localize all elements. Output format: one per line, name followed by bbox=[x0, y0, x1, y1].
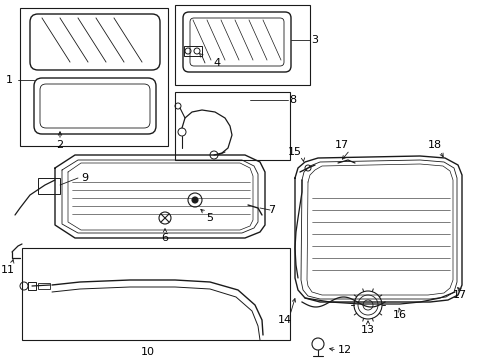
Text: 11: 11 bbox=[1, 265, 15, 275]
Text: 15: 15 bbox=[288, 147, 302, 157]
Text: 4: 4 bbox=[213, 58, 220, 68]
Bar bbox=[28, 282, 36, 290]
Text: 5: 5 bbox=[206, 213, 214, 223]
Text: 6: 6 bbox=[162, 233, 169, 243]
Bar bbox=[38, 283, 50, 289]
Text: 14: 14 bbox=[278, 315, 292, 325]
Text: 3: 3 bbox=[312, 35, 318, 45]
Text: 9: 9 bbox=[81, 173, 89, 183]
Text: 10: 10 bbox=[141, 347, 155, 357]
Text: 17: 17 bbox=[453, 290, 467, 300]
Text: 12: 12 bbox=[338, 345, 352, 355]
Bar bbox=[175, 92, 290, 160]
Circle shape bbox=[192, 197, 198, 203]
Bar bbox=[184, 46, 202, 56]
Text: 1: 1 bbox=[5, 75, 13, 85]
Bar bbox=[175, 5, 310, 85]
Text: 16: 16 bbox=[393, 310, 407, 320]
Text: 17: 17 bbox=[335, 140, 349, 150]
Text: 2: 2 bbox=[56, 140, 64, 150]
Bar bbox=[22, 248, 290, 340]
Text: 8: 8 bbox=[290, 95, 296, 105]
Text: 18: 18 bbox=[428, 140, 442, 150]
Text: 7: 7 bbox=[269, 205, 275, 215]
Bar bbox=[38, 178, 60, 194]
Bar bbox=[20, 8, 168, 146]
Text: 13: 13 bbox=[361, 325, 375, 335]
